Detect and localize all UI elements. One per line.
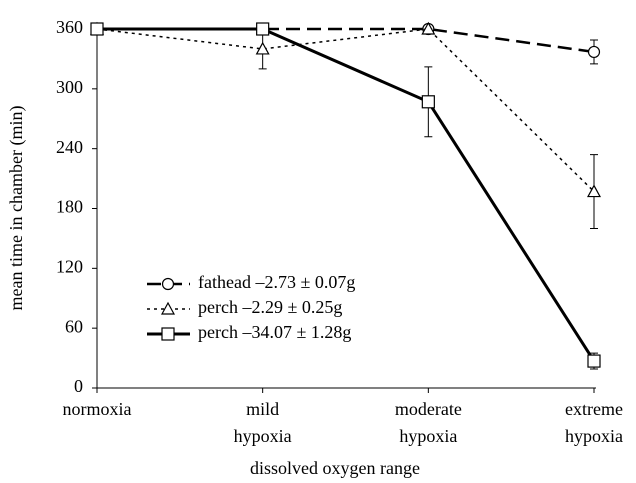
- x-tick-label: normoxia: [63, 399, 132, 419]
- y-tick-label: 120: [56, 256, 83, 276]
- marker: [255, 41, 270, 55]
- x-tick-label: hypoxia: [399, 426, 457, 446]
- marker: [421, 21, 436, 35]
- y-axis-label: mean time in chamber (min): [6, 106, 27, 311]
- y-tick-label: 360: [56, 17, 83, 37]
- x-tick-label: extreme: [565, 399, 623, 419]
- legend-label: fathead –2.73 ± 0.07g: [198, 272, 355, 292]
- marker: [256, 22, 270, 36]
- legend-label: perch –34.07 ± 1.28g: [198, 322, 351, 342]
- series-line: [97, 27, 596, 362]
- marker: [421, 95, 435, 109]
- y-tick-label: 60: [65, 316, 83, 336]
- y-tick-label: 300: [56, 77, 83, 97]
- x-tick-label: moderate: [395, 399, 462, 419]
- marker: [161, 327, 175, 341]
- x-tick-label: mild: [246, 399, 279, 419]
- legend-label: perch –2.29 ± 0.25g: [198, 297, 342, 317]
- series-line: [97, 27, 595, 54]
- marker: [161, 277, 175, 291]
- marker: [586, 184, 602, 198]
- marker: [160, 301, 176, 315]
- x-axis-label: dissolved oxygen range: [250, 458, 420, 478]
- x-tick-label: hypoxia: [234, 426, 292, 446]
- y-tick-label: 0: [74, 376, 83, 396]
- x-tick-label: hypoxia: [565, 426, 623, 446]
- marker: [587, 45, 601, 59]
- marker: [587, 354, 601, 368]
- series-line: [96, 28, 595, 193]
- y-tick-label: 180: [56, 197, 83, 217]
- y-tick-label: 240: [56, 137, 83, 157]
- marker: [90, 22, 104, 36]
